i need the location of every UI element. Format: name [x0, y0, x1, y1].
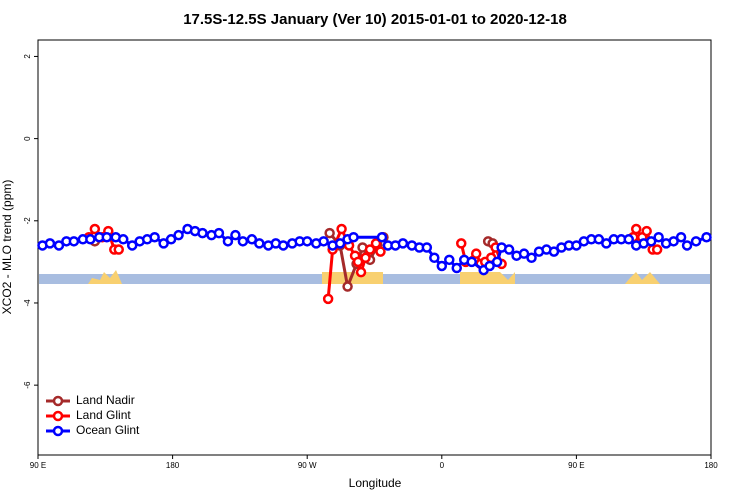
- point: [246, 234, 258, 245]
- point: [526, 252, 537, 264]
- point: [436, 260, 448, 272]
- y-axis-label: XCO2 - MLO trend (ppm): [0, 180, 14, 315]
- x-tick-label: 90 E: [568, 461, 584, 470]
- point: [117, 234, 129, 245]
- x-tick-label: 90 W: [298, 461, 317, 470]
- point: [455, 238, 467, 249]
- point: [237, 236, 249, 247]
- point: [375, 246, 386, 257]
- point: [254, 238, 265, 249]
- point: [222, 236, 234, 247]
- legend-label: Land Glint: [76, 408, 131, 422]
- x-tick-label: 90 E: [30, 461, 46, 470]
- point: [230, 229, 241, 241]
- point: [301, 236, 313, 247]
- point: [158, 238, 169, 249]
- point: [641, 225, 652, 237]
- chart-title: 17.5S-12.5S January (Ver 10) 2015-01-01 …: [183, 11, 567, 28]
- point: [85, 234, 96, 245]
- point: [518, 248, 530, 259]
- point: [348, 231, 359, 243]
- point: [355, 266, 367, 278]
- point: [651, 244, 663, 255]
- point: [101, 231, 113, 243]
- x-tick-label: 0: [440, 461, 445, 470]
- point: [342, 281, 353, 292]
- point: [213, 227, 225, 239]
- y-tick-label: -6: [23, 381, 32, 389]
- x-tick-label: 180: [704, 461, 718, 470]
- point: [397, 238, 409, 249]
- point: [364, 244, 376, 255]
- point: [173, 229, 184, 241]
- point: [470, 248, 482, 259]
- legend-marker: [52, 410, 64, 422]
- y-tick-label: -4: [23, 299, 32, 307]
- point: [681, 240, 693, 251]
- legend-marker: [52, 395, 64, 407]
- point: [53, 240, 65, 251]
- point: [466, 256, 477, 268]
- point: [370, 238, 382, 249]
- point: [645, 236, 657, 247]
- point: [376, 231, 388, 243]
- legend-label: Ocean Glint: [76, 423, 140, 437]
- legend-label: Land Nadir: [76, 393, 135, 407]
- point: [653, 231, 664, 243]
- point: [336, 223, 347, 235]
- point: [571, 240, 582, 251]
- point: [429, 252, 440, 264]
- surface-band: [39, 270, 710, 284]
- y-tick-label: 2: [23, 54, 32, 59]
- point: [197, 227, 208, 239]
- point: [548, 246, 560, 257]
- point: [668, 236, 679, 247]
- point: [701, 231, 712, 243]
- point: [690, 236, 702, 247]
- x-axis-label: Longitude: [349, 476, 402, 490]
- point: [89, 223, 101, 235]
- y-tick-label: -2: [23, 217, 32, 225]
- y-tick-label: 0: [23, 136, 32, 141]
- point: [503, 244, 515, 255]
- point: [444, 254, 455, 266]
- point: [421, 242, 433, 253]
- point: [322, 293, 334, 305]
- point: [484, 260, 495, 272]
- point: [491, 256, 503, 268]
- point: [593, 234, 605, 245]
- x-tick-label: 180: [166, 461, 180, 470]
- point: [68, 236, 80, 247]
- point: [278, 240, 289, 251]
- point: [675, 231, 687, 243]
- point: [126, 240, 138, 251]
- point: [44, 238, 56, 249]
- legend-marker: [52, 425, 64, 437]
- point: [334, 238, 346, 249]
- point: [165, 234, 177, 245]
- point: [451, 262, 463, 274]
- point: [113, 244, 125, 255]
- point: [149, 231, 160, 243]
- point: [324, 227, 335, 239]
- point: [630, 223, 642, 235]
- point: [601, 238, 612, 249]
- point: [318, 236, 329, 247]
- point: [360, 252, 371, 264]
- point: [623, 234, 634, 245]
- point: [352, 256, 364, 268]
